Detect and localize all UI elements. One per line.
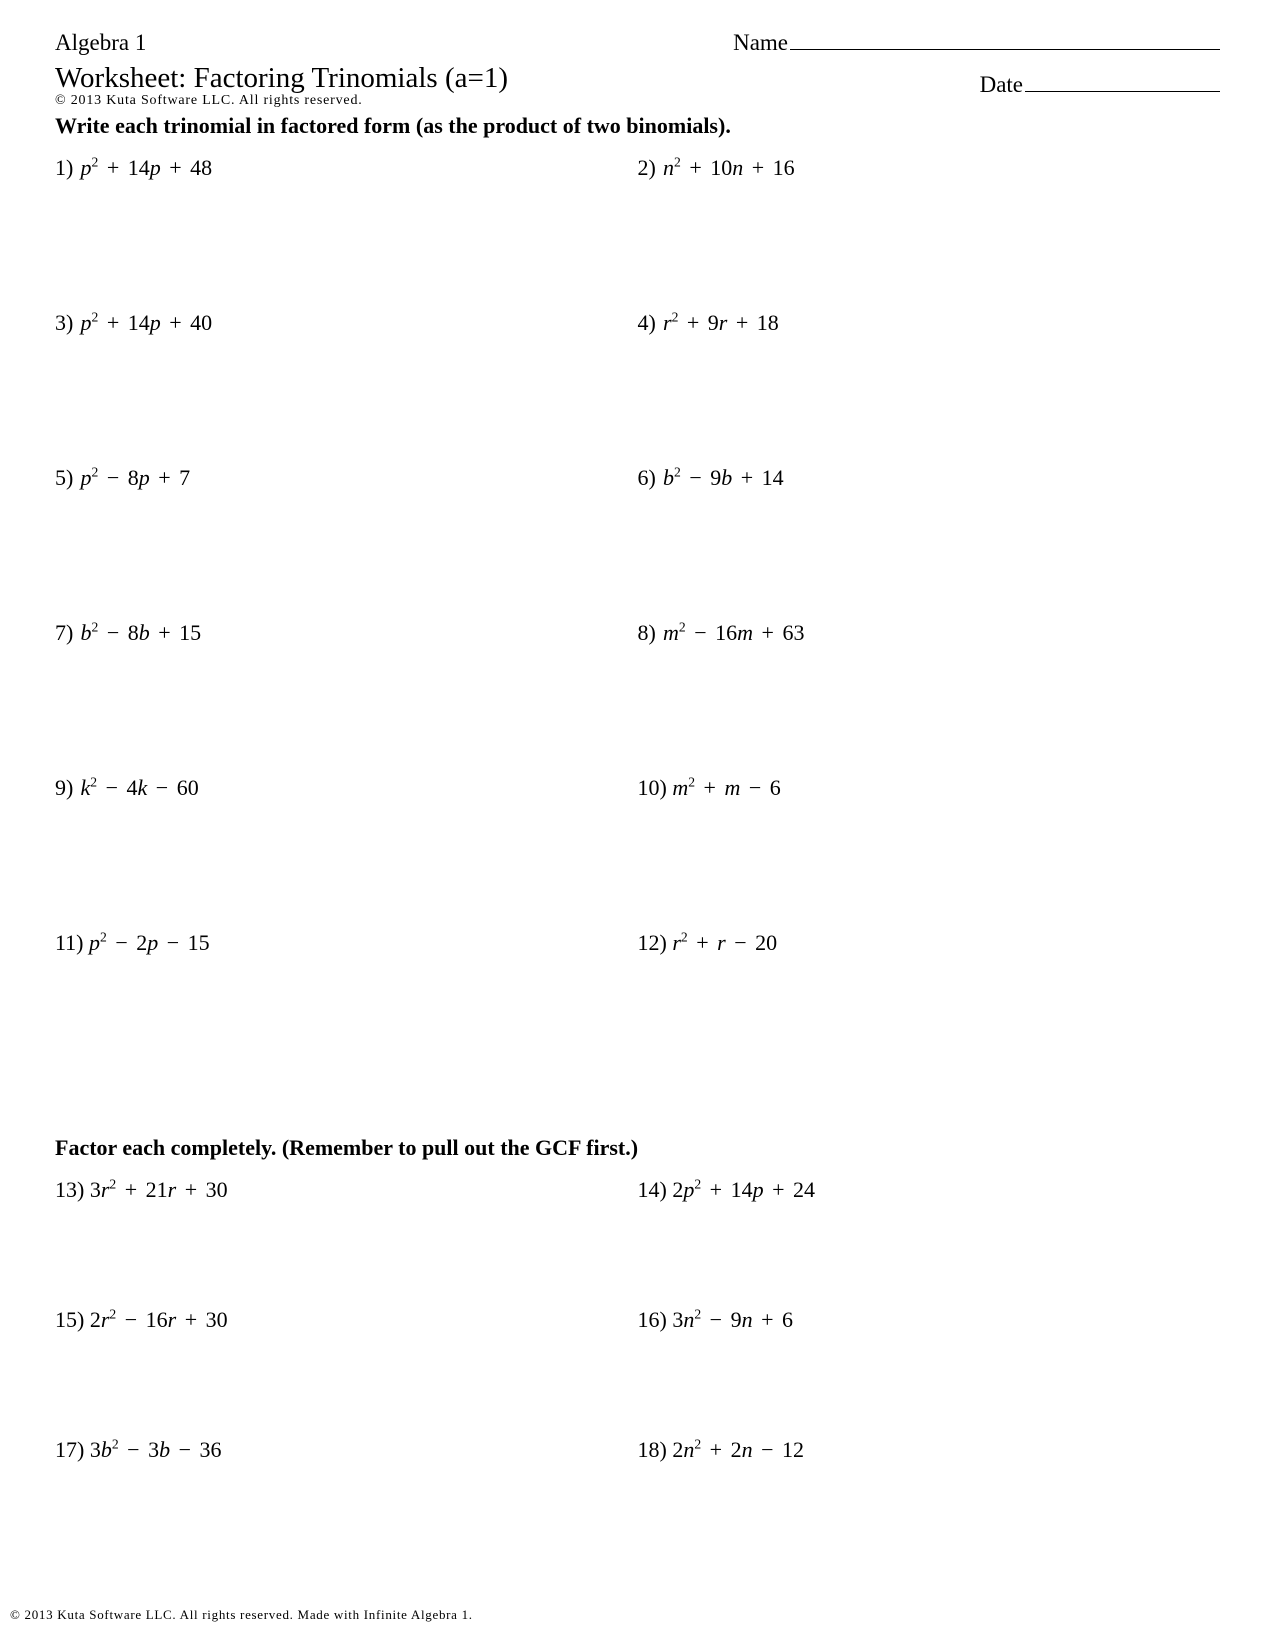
problem-item: 9) k2 − 4k − 60 (55, 775, 638, 930)
problem-item: 5) p2 − 8p + 7 (55, 465, 638, 620)
problem-expression: 2p2 + 14p + 24 (672, 1177, 815, 1202)
section2-instruction: Factor each completely. (Remember to pul… (55, 1135, 1220, 1161)
problem-item: 18) 2n2 + 2n − 12 (638, 1437, 1221, 1567)
problem-number: 18) (638, 1437, 667, 1463)
problem-expression: 2n2 + 2n − 12 (672, 1437, 804, 1462)
problem-item: 17) 3b2 − 3b − 36 (55, 1437, 638, 1567)
problem-item: 12) r2 + r − 20 (638, 930, 1221, 1085)
problem-number: 7) (55, 620, 75, 646)
date-label: Date (980, 72, 1023, 98)
problem-number: 5) (55, 465, 75, 491)
problem-expression: r2 + 9r + 18 (663, 310, 779, 335)
problem-expression: b2 − 9b + 14 (663, 465, 784, 490)
problem-item: 4) r2 + 9r + 18 (638, 310, 1221, 465)
problem-item: 7) b2 − 8b + 15 (55, 620, 638, 775)
problem-number: 14) (638, 1177, 667, 1203)
section1-instruction: Write each trinomial in factored form (a… (55, 113, 1220, 139)
problem-expression: m2 + m − 6 (672, 775, 780, 800)
problem-expression: m2 − 16m + 63 (663, 620, 804, 645)
problem-number: 9) (55, 775, 75, 801)
problem-item: 8) m2 − 16m + 63 (638, 620, 1221, 775)
problem-number: 13) (55, 1177, 84, 1203)
problem-number: 6) (638, 465, 658, 491)
problem-item: 15) 2r2 − 16r + 30 (55, 1307, 638, 1437)
course-label: Algebra 1 (55, 30, 146, 56)
name-label: Name (733, 30, 788, 56)
title-row: Worksheet: Factoring Trinomials (a=1) © … (55, 62, 1220, 109)
problem-number: 10) (638, 775, 667, 801)
problem-number: 3) (55, 310, 75, 336)
problem-number: 15) (55, 1307, 84, 1333)
problem-expression: 3b2 − 3b − 36 (90, 1437, 222, 1462)
problem-item: 11) p2 − 2p − 15 (55, 930, 638, 1085)
problem-number: 1) (55, 155, 75, 181)
top-row: Algebra 1 Name (55, 30, 1220, 56)
problem-number: 11) (55, 930, 84, 956)
problem-expression: k2 − 4k − 60 (81, 775, 199, 800)
problem-number: 12) (638, 930, 667, 956)
problem-expression: r2 + r − 20 (672, 930, 777, 955)
problem-expression: 3n2 − 9n + 6 (672, 1307, 793, 1332)
problem-number: 8) (638, 620, 658, 646)
copyright-line: © 2013 Kuta Software LLC. All rights res… (55, 93, 980, 109)
worksheet-title: Worksheet: Factoring Trinomials (a=1) (55, 62, 980, 95)
problem-expression: 2r2 − 16r + 30 (90, 1307, 228, 1332)
problem-item: 1) p2 + 14p + 48 (55, 155, 638, 310)
problem-expression: b2 − 8b + 15 (81, 620, 202, 645)
name-blank-line (790, 49, 1220, 50)
name-field: Name (733, 30, 1220, 56)
problem-expression: p2 + 14p + 40 (81, 310, 213, 335)
problem-expression: p2 − 8p + 7 (81, 465, 191, 490)
problem-expression: n2 + 10n + 16 (663, 155, 795, 180)
problem-item: 2) n2 + 10n + 16 (638, 155, 1221, 310)
section2-problems: 13) 3r2 + 21r + 3014) 2p2 + 14p + 2415) … (55, 1177, 1220, 1567)
section1-problems: 1) p2 + 14p + 482) n2 + 10n + 163) p2 + … (55, 155, 1220, 1085)
problem-item: 6) b2 − 9b + 14 (638, 465, 1221, 620)
page-footer: © 2013 Kuta Software LLC. All rights res… (10, 1607, 473, 1623)
problem-expression: p2 − 2p − 15 (89, 930, 210, 955)
problem-expression: p2 + 14p + 48 (81, 155, 213, 180)
date-field: Date (980, 62, 1220, 98)
problem-item: 16) 3n2 − 9n + 6 (638, 1307, 1221, 1437)
date-blank-line (1025, 91, 1220, 92)
title-block: Worksheet: Factoring Trinomials (a=1) © … (55, 62, 980, 109)
problem-number: 2) (638, 155, 658, 181)
problem-number: 16) (638, 1307, 667, 1333)
problem-item: 3) p2 + 14p + 40 (55, 310, 638, 465)
problem-expression: 3r2 + 21r + 30 (90, 1177, 228, 1202)
problem-item: 14) 2p2 + 14p + 24 (638, 1177, 1221, 1307)
worksheet-page: Algebra 1 Name Worksheet: Factoring Trin… (0, 0, 1275, 1567)
problem-item: 13) 3r2 + 21r + 30 (55, 1177, 638, 1307)
problem-number: 17) (55, 1437, 84, 1463)
problem-item: 10) m2 + m − 6 (638, 775, 1221, 930)
problem-number: 4) (638, 310, 658, 336)
